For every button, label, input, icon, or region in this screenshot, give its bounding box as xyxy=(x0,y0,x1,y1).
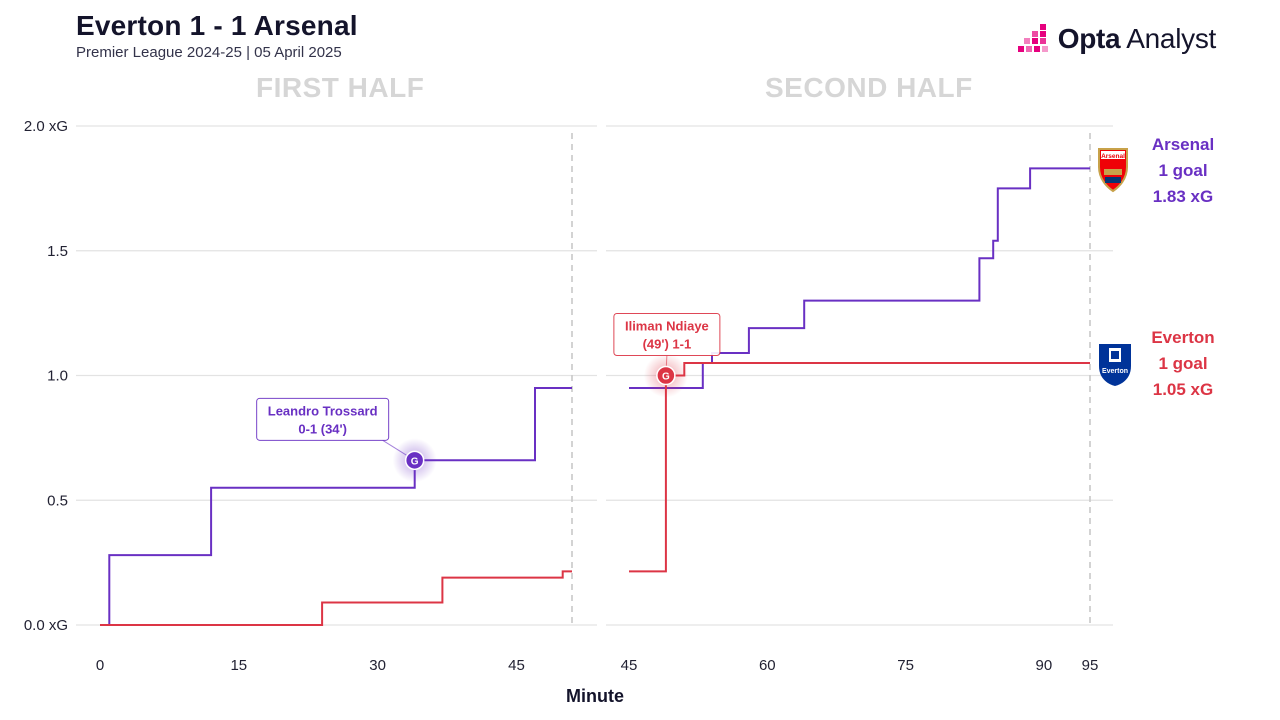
everton-xg: 1.05 xG xyxy=(1152,380,1214,399)
opta-analyst-logo: Opta Analyst xyxy=(1017,22,1217,56)
everton-summary: Everton 1 goal 1.05 xG xyxy=(1138,325,1228,403)
everton-badge-icon: Everton xyxy=(1099,344,1131,386)
everton-xg-line-second-half xyxy=(629,362,1090,573)
brand-light: Analyst xyxy=(1120,23,1216,54)
goal-marker xyxy=(656,365,676,386)
y-tick-label: 1.0 xyxy=(47,368,68,385)
arsenal-badge-text: Arsenal xyxy=(1101,153,1125,160)
everton-badge-text: Everton xyxy=(1102,368,1128,375)
everton-goals: 1 goal xyxy=(1158,354,1208,373)
brand-bold: Opta xyxy=(1057,23,1121,54)
arsenal-name: Arsenal xyxy=(1151,135,1215,154)
x-tick-label: 30 xyxy=(369,657,386,674)
x-tick-label: 90 xyxy=(1036,657,1053,674)
everton-name: Everton xyxy=(1151,328,1215,347)
goal-marker-label: G xyxy=(662,372,670,383)
goal-callout-text: (49') 1-1 xyxy=(643,337,692,352)
arsenal-xg-line-first-half xyxy=(100,387,572,626)
y-tick-label: 0.0 xG xyxy=(24,617,68,634)
goal-callout-box xyxy=(256,397,390,441)
goal-marker-label: G xyxy=(411,456,419,467)
everton-xg-line-first-half xyxy=(100,570,572,626)
x-tick-label: 0 xyxy=(96,657,104,674)
y-tick-label: 0.5 xyxy=(47,492,68,509)
goal-callout-text: Iliman Ndiaye xyxy=(625,319,709,334)
x-tick-label: 75 xyxy=(897,657,914,674)
x-tick-label: 60 xyxy=(759,657,776,674)
x-tick-label: 45 xyxy=(508,657,525,674)
arsenal-goals: 1 goal xyxy=(1158,161,1208,180)
opta-dots-icon xyxy=(1017,24,1048,52)
goal-callout-text: Leandro Trossard xyxy=(268,403,378,418)
x-tick-label: 15 xyxy=(230,657,247,674)
x-tick-label: 45 xyxy=(621,657,638,674)
arsenal-summary: Arsenal 1 goal 1.83 xG xyxy=(1138,132,1228,210)
x-tick-label: 95 xyxy=(1082,657,1099,674)
goal-callout-text: 0-1 (34') xyxy=(298,421,347,436)
y-tick-label: 2.0 xG xyxy=(24,118,68,135)
goal-marker xyxy=(404,450,425,471)
page-title: Everton 1 - 1 Arsenal xyxy=(76,10,358,41)
match-subtitle: Premier League 2024-25 | 05 April 2025 xyxy=(76,44,342,61)
arsenal-badge-icon: Arsenal xyxy=(1098,148,1128,193)
second-half-title: SECOND HALF xyxy=(765,72,973,103)
arsenal-xg: 1.83 xG xyxy=(1152,187,1214,206)
y-tick-label: 1.5 xyxy=(47,243,68,260)
x-axis-title: Minute xyxy=(566,686,624,706)
first-half-title: FIRST HALF xyxy=(256,72,425,103)
brand-name: Opta Analyst xyxy=(1057,23,1217,55)
